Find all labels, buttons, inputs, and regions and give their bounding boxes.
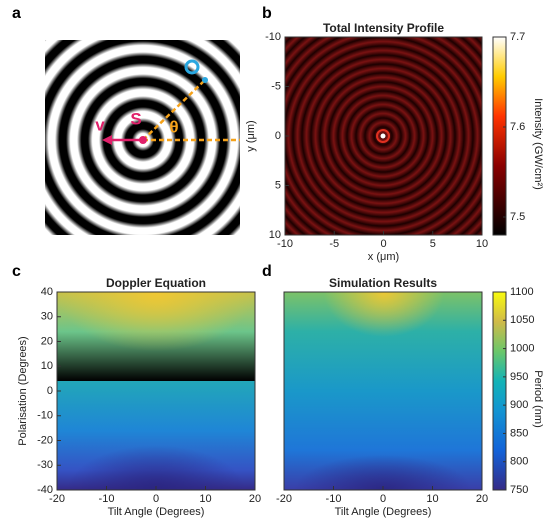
x-tick-label: 20 [476,493,488,505]
y-tick-label: 5 [275,179,281,191]
y-tick-label: -10 [37,410,53,422]
colorbar-label: Period (nm) [532,370,544,427]
x-tick-label: 0 [380,238,386,250]
x-tick-label: -5 [329,238,339,250]
y-tick-label: 30 [41,311,53,323]
x-tick-label: 0 [153,493,159,505]
y-tick-label: -30 [37,459,53,471]
x-tick-label: 10 [476,238,488,250]
colorbar-tick-label: 1000 [510,342,534,354]
y-tick-label: 0 [275,130,281,142]
x-tick-label: 0 [380,493,386,505]
x-tick-label: -10 [326,493,342,505]
panel-label: a [12,5,21,22]
y-tick-label: -20 [37,434,53,446]
panel-label: c [12,263,21,280]
colorbar-tick-label: 900 [510,399,528,411]
y-tick-label: 20 [41,335,53,347]
annotations [102,59,240,145]
colorbar-tick-label: 7.7 [510,31,525,43]
y-tick-label: 40 [41,286,53,298]
x-tick-label: 5 [430,238,436,250]
heatmap-shadow [57,391,255,490]
diagram-label: S [130,109,141,128]
colorbar-tick-label: 750 [510,484,528,496]
colorbar-tick-label: 850 [510,427,528,439]
chart-title: Doppler Equation [106,276,206,290]
heatmap-highlight [324,292,444,382]
x-tick-label: -10 [99,493,115,505]
x-axis-label: Tilt Angle (Degrees) [108,506,205,518]
y-tick-label: 0 [47,385,53,397]
y-tick-label: 10 [269,229,281,241]
colorbar [492,291,507,491]
central-spot [380,133,386,139]
colorbar-tick-label: 7.6 [510,121,525,133]
heatmap-shadow [284,412,482,490]
colorbar-tick-label: 950 [510,371,528,383]
colorbar-tick-label: 1050 [510,314,534,326]
y-tick-label: -10 [265,31,281,43]
y-axis-label: y (μm) [245,120,257,151]
central-ring [376,129,390,143]
colorbar-tick-label: 7.5 [510,211,525,223]
x-tick-label: 20 [249,493,261,505]
chart-title: Total Intensity Profile [323,21,444,35]
y-tick-label: 10 [41,360,53,372]
x-axis-label: Tilt Angle (Degrees) [335,506,432,518]
diagram-label: θ [169,117,178,136]
colorbar [492,36,507,236]
panel-a [45,40,240,235]
colorbar-tick-label: 1100 [510,286,534,298]
x-tick-label: 10 [199,493,211,505]
colorbar-tick-label: 800 [510,456,528,468]
panel-label: d [262,263,272,280]
panel-label: b [262,5,272,22]
x-tick-label: -20 [49,493,65,505]
x-axis-label: x (μm) [368,251,399,263]
x-tick-label: 10 [426,493,438,505]
x-tick-label: -20 [276,493,292,505]
y-tick-label: -40 [37,484,53,496]
panel-b-extras [376,129,390,143]
y-tick-label: -5 [271,80,281,92]
diagram-label: v [95,115,105,134]
y-axis-label: Polarisation (Degrees) [17,336,29,445]
colorbar-label: Intensity (GW/cm²) [532,98,544,190]
chart-title: Simulation Results [329,276,437,290]
x-tick-label: -10 [277,238,293,250]
